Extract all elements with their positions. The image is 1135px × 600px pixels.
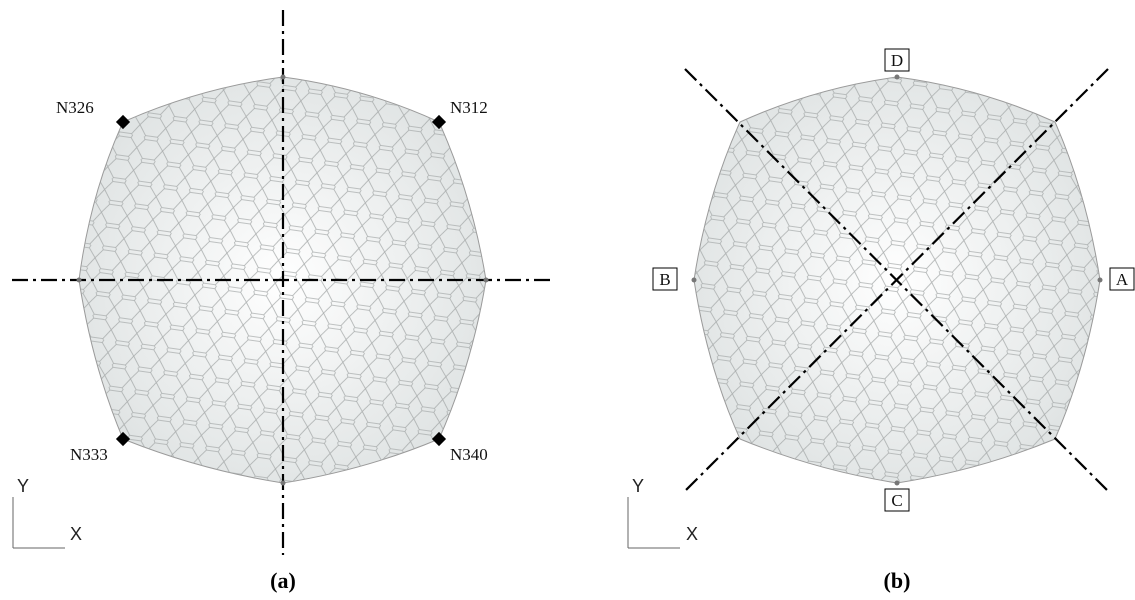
support-points-b [691,74,1103,486]
node-label-n312: N312 [450,98,488,117]
support-point-top [280,74,286,80]
node-label-n326: N326 [56,98,94,117]
node-marker-n333 [115,431,131,447]
axis-label-y-a: Y [17,476,29,496]
axis-label-y-b: Y [632,476,644,496]
axis-label-x-b: X [686,524,698,544]
node-marker-n340 [431,431,447,447]
node-label-n340: N340 [450,445,488,464]
coordinate-axes-b: Y X [627,476,698,549]
point-label-d: D [884,48,910,72]
svg-text:A: A [1116,270,1129,289]
point-label-b: B [652,267,678,291]
svg-text:B: B [659,270,670,289]
svg-text:C: C [891,491,902,510]
support-point-bottom [280,480,286,486]
panel-a: N326 N312 N333 N340 Y X (a) [12,10,552,593]
point-label-a: A [1109,267,1135,291]
point-label-c: C [884,488,910,512]
diagonal-axis-2 [684,68,1109,492]
svg-text:D: D [891,51,903,70]
support-point-right [483,277,489,283]
axis-label-x-a: X [70,524,82,544]
caption-b: (b) [884,568,911,593]
support-points-a [76,74,489,486]
point-c-marker [894,480,900,486]
point-a-marker [1097,277,1103,283]
caption-a: (a) [270,568,296,593]
support-point-left [76,277,82,283]
point-d-marker [894,74,900,80]
node-label-n333: N333 [70,445,108,464]
node-marker-n312 [431,114,447,130]
coordinate-axes-a: Y X [12,476,82,549]
point-b-marker [691,277,697,283]
panel-b: D B A C Y X (b) [627,48,1135,593]
